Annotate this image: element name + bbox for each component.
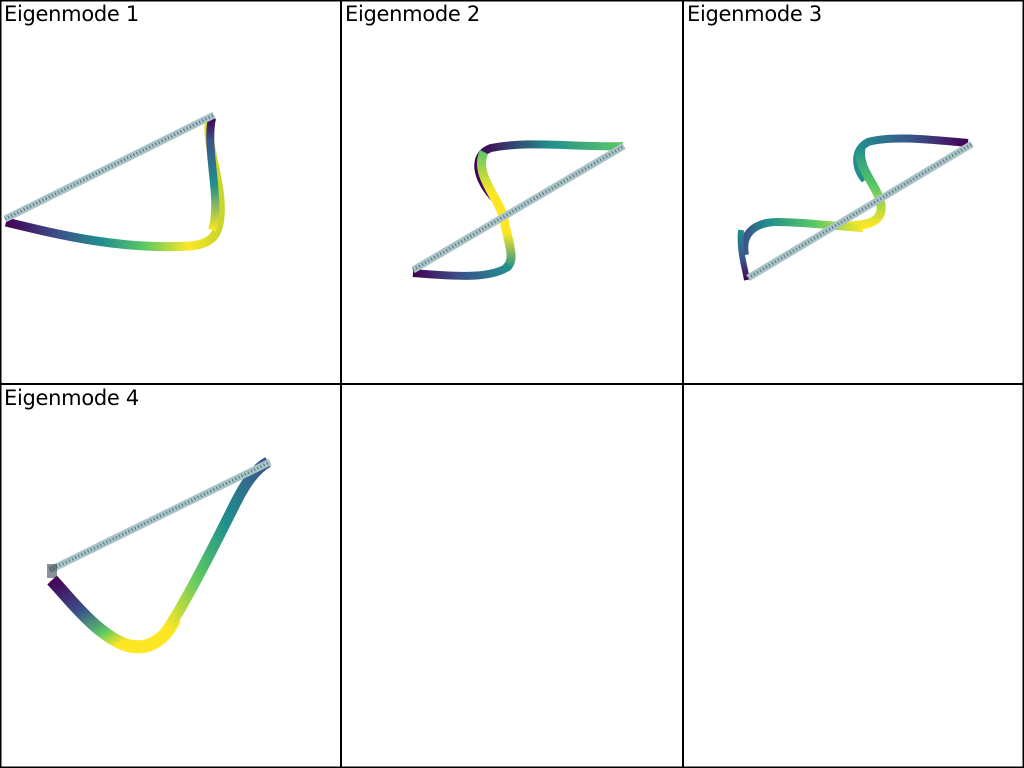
panel-title: Eigenmode 1 [4, 2, 139, 26]
mode-1-plot [3, 111, 225, 252]
deformed-shape [47, 575, 181, 654]
mode-2-plot [411, 140, 626, 280]
panel-title: Eigenmode 2 [345, 2, 480, 26]
panel-eigenmode-2[interactable]: Eigenmode 2 [341, 0, 683, 384]
mode-4-plot [47, 457, 272, 654]
deformed-shape [4, 117, 225, 252]
undeformed-beam [411, 142, 626, 274]
panel-title: Eigenmode 3 [687, 2, 822, 26]
mode-3-plot [737, 134, 974, 282]
panel-empty-6 [683, 384, 1024, 768]
panel-title: Eigenmode 4 [4, 386, 139, 410]
panel-eigenmode-3[interactable]: Eigenmode 3 [683, 0, 1024, 384]
panel-eigenmode-4[interactable]: Eigenmode 4 [0, 384, 341, 768]
panel-empty-5 [341, 384, 683, 768]
panel-eigenmode-1[interactable]: Eigenmode 1 [0, 0, 341, 384]
